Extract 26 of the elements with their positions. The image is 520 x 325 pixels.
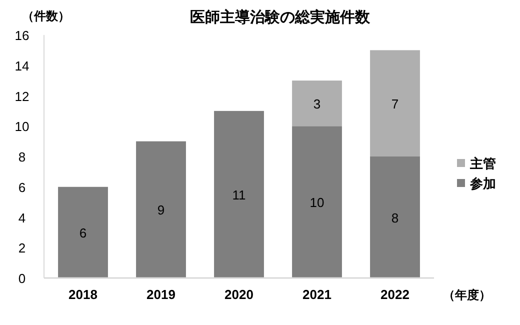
data-label: 7 xyxy=(391,96,399,112)
legend-label: 参加 xyxy=(469,176,496,191)
x-tick-label: 2019 xyxy=(146,287,176,302)
data-label: 3 xyxy=(313,96,321,112)
x-tick-label: 2020 xyxy=(224,287,254,302)
y-tick-label: 10 xyxy=(14,119,30,134)
y-tick-label: 2 xyxy=(18,240,26,256)
y-tick-label: 16 xyxy=(14,28,30,43)
y-tick-label: 4 xyxy=(18,210,26,226)
data-label: 6 xyxy=(79,225,87,240)
y-axis-title: （件数） xyxy=(22,9,70,23)
y-tick-label: 12 xyxy=(14,88,30,104)
data-label: 9 xyxy=(157,202,165,218)
y-tick-label: 0 xyxy=(18,271,26,286)
y-tick-label: 14 xyxy=(14,58,30,74)
y-tick-label: 8 xyxy=(18,150,26,164)
data-label: 8 xyxy=(391,210,399,226)
data-label: 11 xyxy=(232,187,246,202)
chart-title: 医師主導治験の総実施件数 xyxy=(190,8,371,26)
x-tick-label: 2021 xyxy=(302,287,332,302)
x-tick-label: 2022 xyxy=(380,287,410,302)
x-tick-label: 2018 xyxy=(68,287,98,302)
y-tick-label: 6 xyxy=(18,180,26,195)
legend-label: 主管 xyxy=(469,156,496,171)
data-label: 10 xyxy=(310,195,324,210)
x-axis-title: （年度） xyxy=(443,288,491,302)
